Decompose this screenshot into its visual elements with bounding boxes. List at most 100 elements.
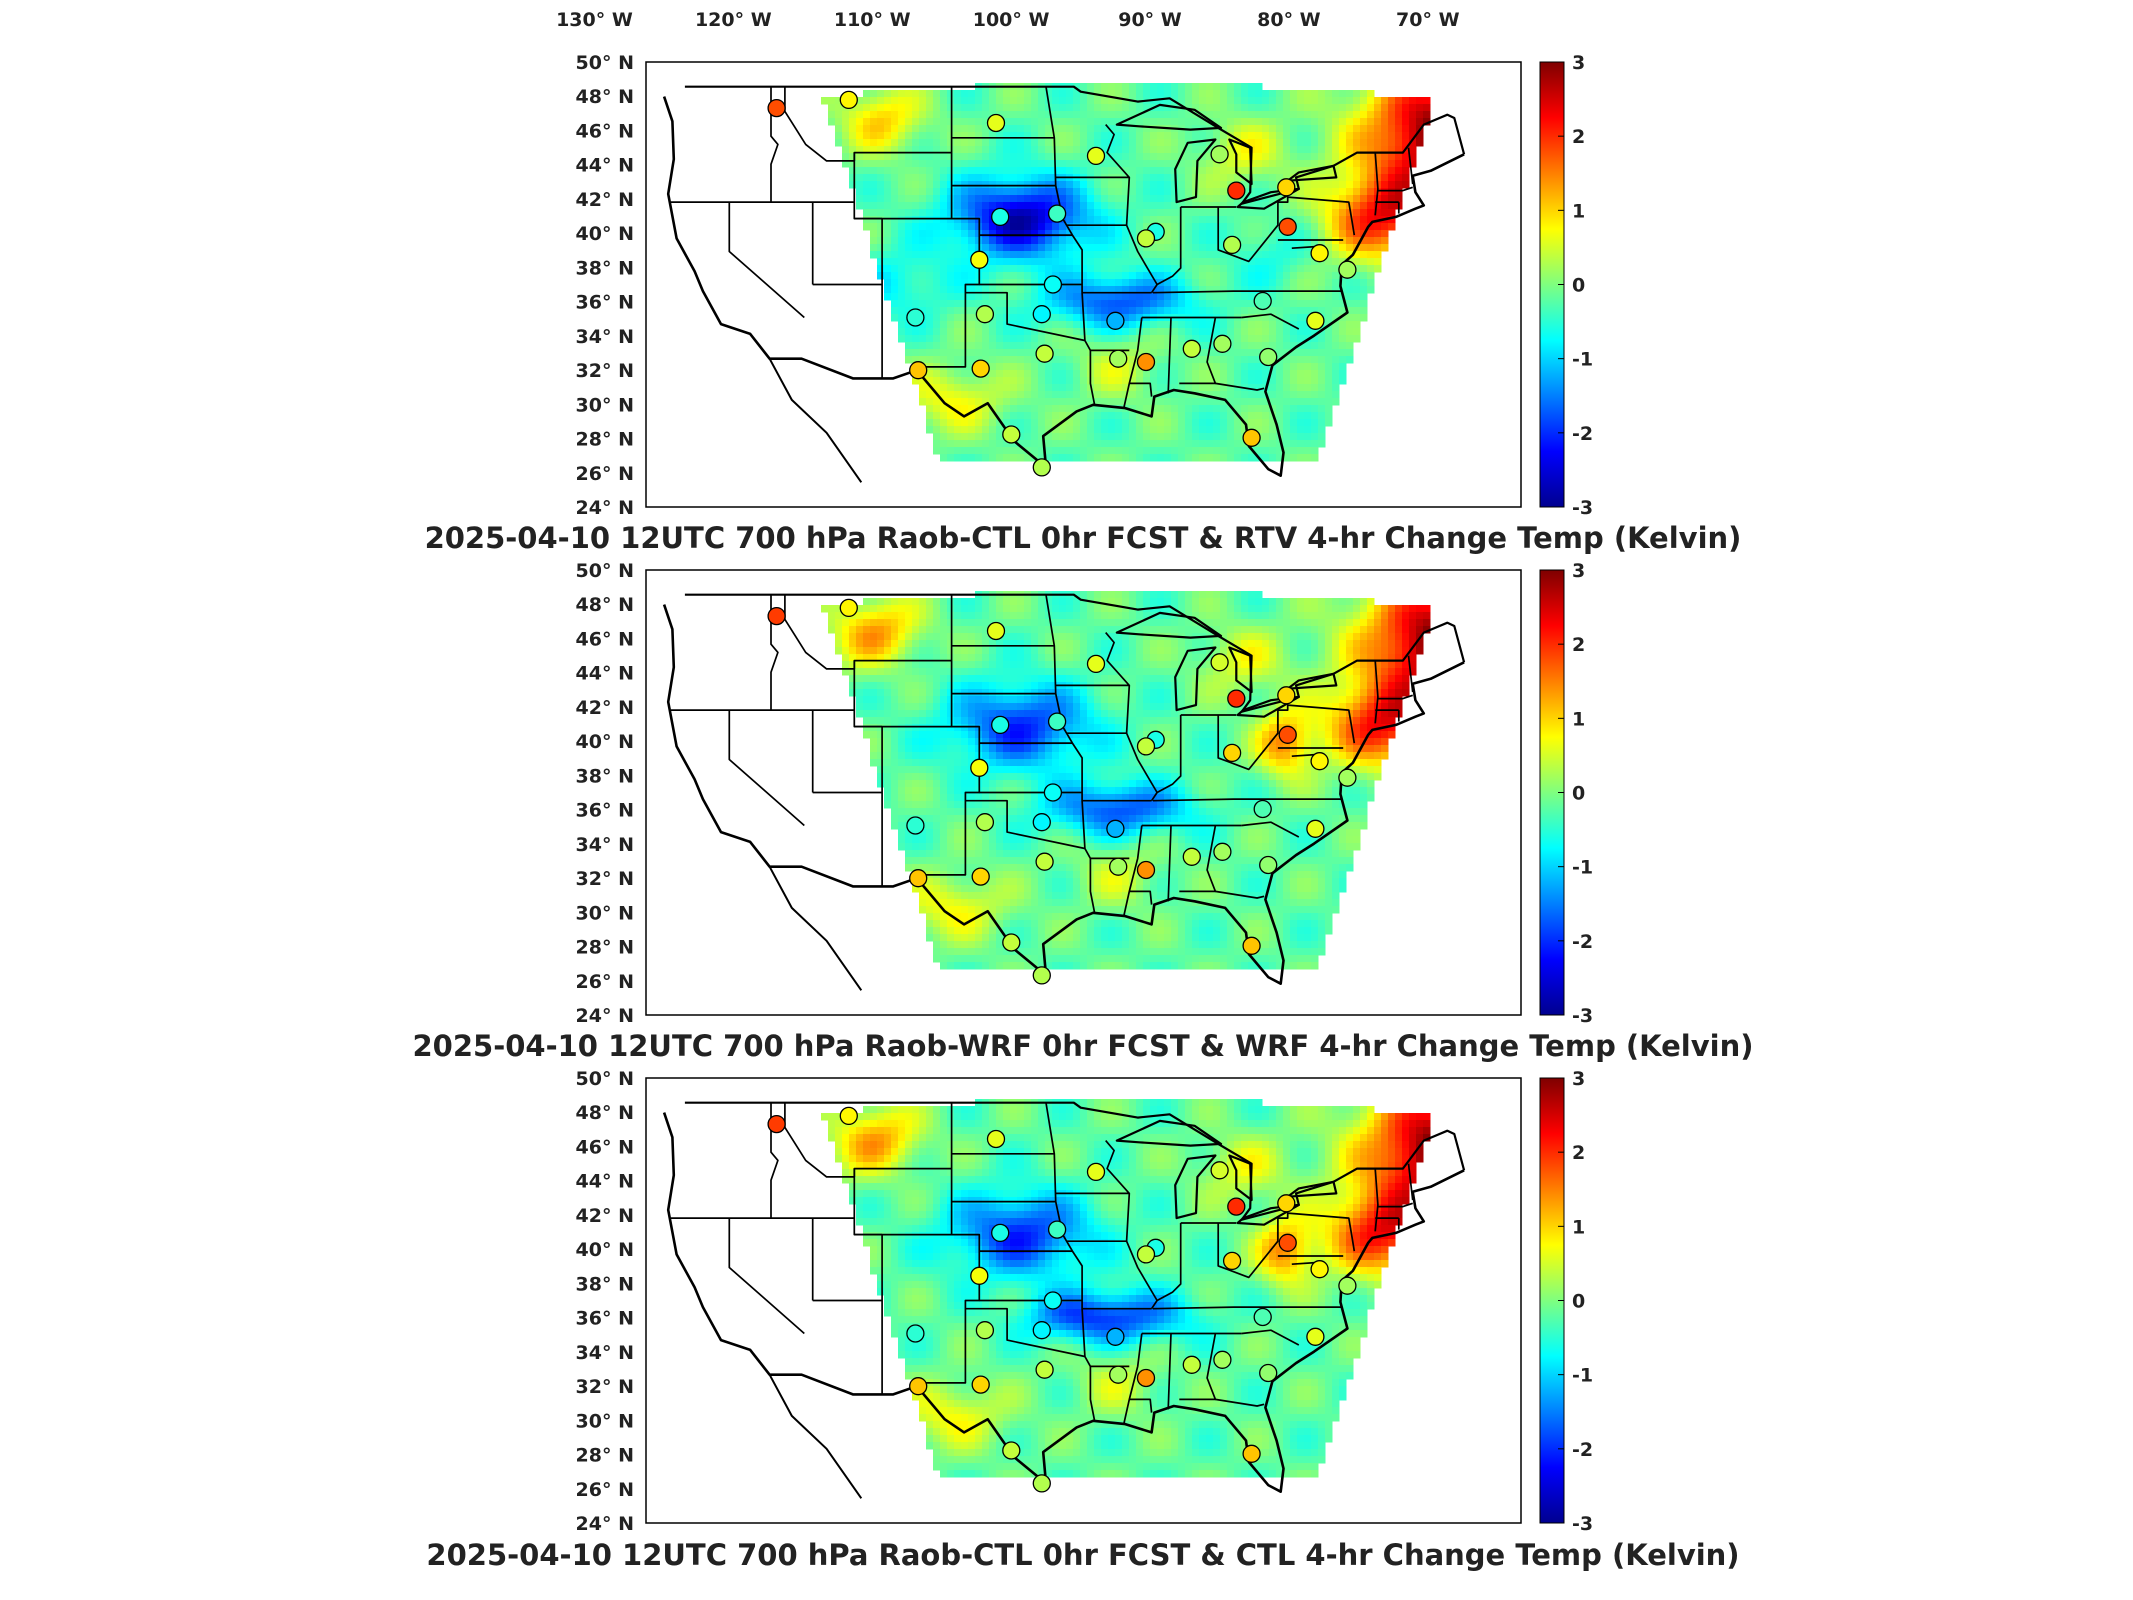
raob-station-marker bbox=[1259, 855, 1278, 875]
raob-station-marker bbox=[991, 207, 1010, 227]
map-boundaries-ctl bbox=[662, 1101, 1466, 1499]
latitude-label: 42° N bbox=[576, 1205, 634, 1227]
latitude-label: 24° N bbox=[576, 1005, 634, 1027]
map-boundaries-wrf bbox=[662, 593, 1466, 991]
raob-stations-rtv bbox=[767, 90, 1357, 477]
raob-station-marker bbox=[1210, 145, 1229, 164]
raob-station-marker bbox=[767, 98, 786, 118]
raob-station-marker bbox=[1182, 339, 1201, 358]
raob-station-marker bbox=[909, 869, 928, 888]
raob-station-marker bbox=[1106, 311, 1125, 330]
raob-station-marker bbox=[1277, 1194, 1296, 1213]
latitude-label: 44° N bbox=[576, 1171, 634, 1193]
raob-station-marker bbox=[1338, 768, 1357, 787]
latitude-label: 26° N bbox=[576, 971, 634, 993]
colorbar-tick-label: 2 bbox=[1572, 126, 1585, 148]
panel-wrf: 50° N 48° N 46° N 44° N 42° N 40° N 38° N 36° N… bbox=[412, 560, 1753, 1063]
latitude-label: 42° N bbox=[576, 697, 634, 719]
latitude-label: 24° N bbox=[576, 497, 634, 519]
raob-station-marker bbox=[1242, 936, 1261, 955]
raob-station-marker bbox=[1002, 425, 1021, 444]
raob-station-marker bbox=[1213, 334, 1232, 353]
raob-station-marker bbox=[839, 1106, 858, 1126]
colorbar-tick-label: 0 bbox=[1572, 1291, 1585, 1313]
raob-station-marker bbox=[1253, 291, 1272, 311]
colorbar-tick-label: 3 bbox=[1572, 1068, 1585, 1090]
latitude-label: 46° N bbox=[576, 628, 634, 650]
raob-station-marker bbox=[1136, 229, 1156, 248]
map-frame-wrf bbox=[645, 569, 1522, 1016]
latitude-label: 36° N bbox=[576, 292, 634, 314]
raob-station-marker bbox=[1182, 1355, 1201, 1374]
raob-station-marker bbox=[1035, 344, 1054, 363]
colorbar-tick-label: -2 bbox=[1572, 931, 1593, 953]
colorbar-tick-label: 3 bbox=[1572, 560, 1585, 582]
raob-station-marker bbox=[1106, 819, 1125, 838]
longitude-label: 100° W bbox=[973, 9, 1050, 31]
latitude-label: 34° N bbox=[576, 326, 634, 348]
raob-station-marker bbox=[1338, 1276, 1357, 1295]
latitude-label: 26° N bbox=[576, 463, 634, 485]
longitude-label: 120° W bbox=[695, 9, 772, 31]
latitude-label: 40° N bbox=[576, 731, 634, 753]
raob-station-marker bbox=[1310, 1260, 1329, 1279]
raob-station-marker bbox=[1136, 352, 1156, 372]
colorbar-tick-label: -3 bbox=[1572, 497, 1593, 519]
raob-station-marker bbox=[1242, 1444, 1261, 1463]
latitude-label: 30° N bbox=[576, 394, 634, 416]
raob-station-marker bbox=[1227, 181, 1246, 200]
raob-station-marker bbox=[767, 1114, 786, 1134]
map-panel-rtv bbox=[662, 83, 1466, 483]
raob-station-marker bbox=[1222, 743, 1242, 763]
map-panel-ctl bbox=[662, 1099, 1466, 1499]
latitude-label: 30° N bbox=[576, 1410, 634, 1432]
latitude-label: 44° N bbox=[576, 155, 634, 177]
longitude-label: 80° W bbox=[1257, 9, 1321, 31]
colorbar-tick-label: -2 bbox=[1572, 423, 1593, 445]
raob-station-marker bbox=[1002, 933, 1021, 952]
raob-station-marker bbox=[970, 758, 989, 777]
raob-station-marker bbox=[1035, 1360, 1054, 1379]
latitude-label: 28° N bbox=[576, 429, 634, 451]
latitude-label: 32° N bbox=[576, 360, 634, 382]
panel-title-wrf: 2025-04-10 12UTC 700 hPa Raob-WRF 0hr FC… bbox=[412, 1029, 1753, 1063]
raob-station-marker bbox=[1043, 783, 1063, 802]
raob-station-marker bbox=[1306, 311, 1325, 330]
raob-station-marker bbox=[1210, 653, 1229, 672]
colorbar-ticks-rtv: 3 2 1 0 -1 -2 -3 bbox=[1558, 52, 1593, 519]
latitude-label: 32° N bbox=[576, 868, 634, 890]
raob-station-marker bbox=[991, 1223, 1010, 1243]
latitude-axis-labels-ctl: 50° N 48° N 46° N 44° N 42° N 40° N 38° N 36° N… bbox=[576, 1068, 634, 1535]
raob-station-marker bbox=[975, 305, 995, 324]
raob-station-marker bbox=[1109, 857, 1128, 876]
latitude-axis-labels-wrf: 50° N 48° N 46° N 44° N 42° N 40° N 38° N 36° N… bbox=[576, 560, 634, 1027]
latitude-label: 40° N bbox=[576, 1239, 634, 1261]
latitude-label: 26° N bbox=[576, 1479, 634, 1501]
map-panel-wrf bbox=[662, 591, 1466, 991]
raob-station-marker bbox=[1109, 349, 1128, 368]
raob-station-marker bbox=[1227, 1197, 1246, 1216]
raob-station-marker bbox=[970, 250, 989, 269]
latitude-label: 36° N bbox=[576, 800, 634, 822]
panel-ctl: 50° N 48° N 46° N 44° N 42° N 40° N 38° N 36° N… bbox=[426, 1068, 1739, 1572]
latitude-label: 46° N bbox=[576, 120, 634, 142]
raob-station-marker bbox=[1032, 458, 1051, 477]
raob-station-marker bbox=[986, 113, 1006, 133]
raob-station-marker bbox=[986, 1129, 1006, 1149]
raob-station-marker bbox=[1338, 260, 1357, 279]
raob-station-marker bbox=[1032, 305, 1051, 324]
raob-station-marker bbox=[1136, 1245, 1156, 1264]
latitude-label: 48° N bbox=[576, 594, 634, 616]
raob-station-marker bbox=[971, 359, 990, 378]
longitude-label: 90° W bbox=[1118, 9, 1182, 31]
latitude-label: 30° N bbox=[576, 902, 634, 924]
latitude-label: 40° N bbox=[576, 223, 634, 245]
latitude-label: 34° N bbox=[576, 1342, 634, 1364]
raob-station-marker bbox=[767, 606, 786, 626]
colorbar-tick-label: 1 bbox=[1572, 1216, 1585, 1238]
map-boundaries-rtv bbox=[662, 85, 1466, 483]
raob-station-marker bbox=[1278, 217, 1297, 236]
raob-station-marker bbox=[1306, 819, 1325, 838]
raob-station-marker bbox=[1210, 1161, 1229, 1180]
latitude-label: 42° N bbox=[576, 189, 634, 211]
